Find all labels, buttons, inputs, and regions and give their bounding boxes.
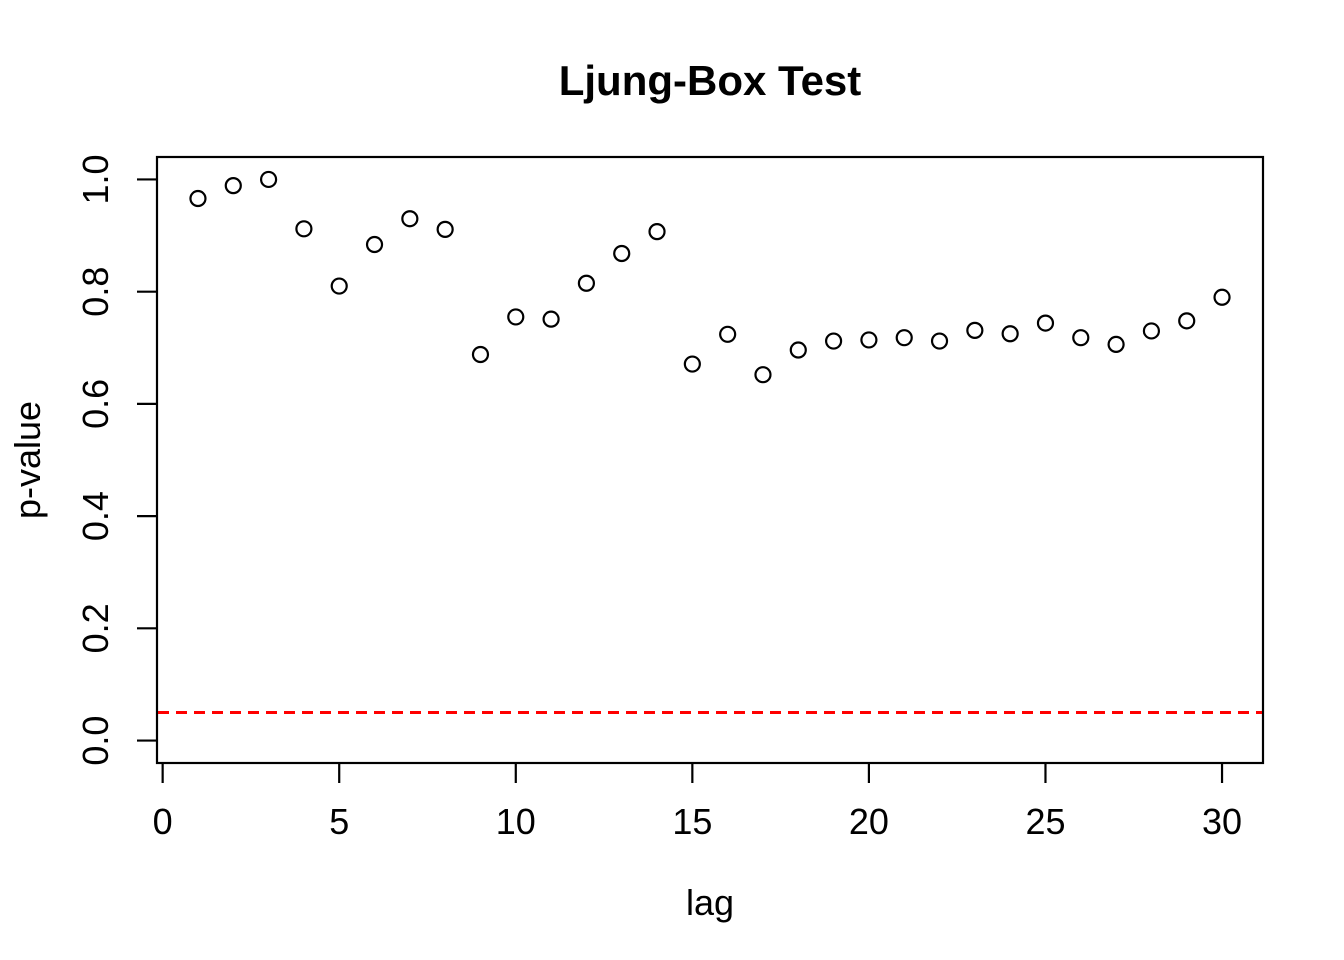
data-point [436,220,454,238]
axis-ticks: 0 5 10 15 20 25 30 0.0 0.2 0.4 0.6 0.8 1.0 [75,154,1242,842]
data-point [1107,335,1125,354]
data-point [719,325,737,343]
y-tick-label: 0.4 [75,491,116,541]
y-tick-label: 1.0 [75,154,116,204]
data-point [966,321,984,339]
y-tick-label: 0.2 [75,603,116,653]
data-point [295,220,313,238]
data-point [224,177,242,195]
x-tick-label: 20 [849,801,889,842]
data-point [824,332,843,350]
data-point [471,345,490,364]
data-point [507,308,525,326]
data-point [1142,322,1161,340]
data-point [1072,329,1090,347]
data-point [1178,312,1196,330]
chart-title: Ljung-Box Test [559,57,862,104]
data-point [754,366,772,384]
data-points [189,170,1231,384]
data-point [189,189,207,208]
data-point [789,341,807,359]
data-point [259,170,278,189]
y-tick-label: 0.0 [75,716,116,766]
plot-border [155,155,1265,765]
data-point [930,332,949,350]
data-point [683,355,701,373]
data-point [860,331,878,349]
x-tick-label: 10 [496,801,536,842]
y-axis-label: p-value [7,401,48,519]
data-point [365,235,384,254]
data-point [1001,325,1019,343]
data-point [1036,314,1055,332]
data-point [542,310,560,328]
data-point [577,274,596,292]
data-point [895,329,913,347]
x-tick-label: 5 [329,801,349,842]
x-axis-label: lag [686,882,734,923]
x-tick-label: 15 [672,801,712,842]
y-tick-label: 0.8 [75,267,116,317]
data-point [401,210,419,228]
y-tick-label: 0.6 [75,379,116,429]
x-tick-label: 25 [1025,801,1065,842]
data-point [330,277,348,295]
x-tick-label: 30 [1202,801,1242,842]
data-point [613,244,631,263]
data-point [648,223,666,241]
data-point [1213,288,1231,306]
x-tick-label: 0 [153,801,173,842]
